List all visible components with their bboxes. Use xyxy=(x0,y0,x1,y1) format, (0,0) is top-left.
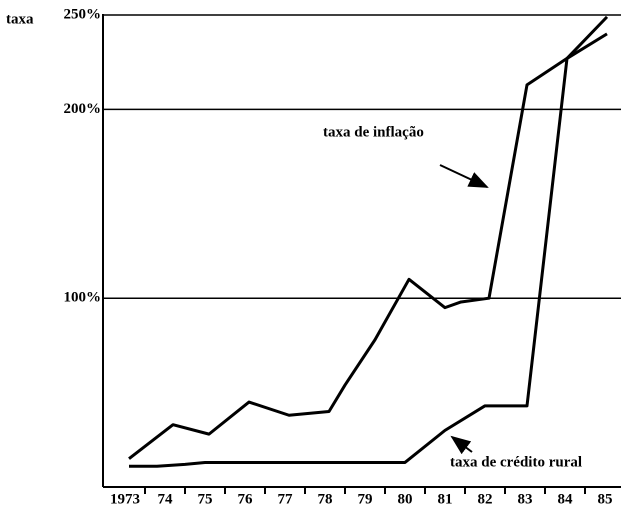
x-tick-label: 82 xyxy=(478,491,493,507)
x-tick-label: 77 xyxy=(278,491,294,507)
line-series xyxy=(128,32,608,460)
x-tick-label: 81 xyxy=(438,491,453,507)
x-tick-label: 80 xyxy=(398,491,413,507)
x-tick-label: 1973 xyxy=(110,491,140,507)
x-tick-label: 75 xyxy=(198,491,213,507)
x-tick-label: 84 xyxy=(558,491,574,507)
arrow xyxy=(450,435,473,455)
x-tick-label: 79 xyxy=(358,491,373,507)
x-tick-label: 85 xyxy=(598,491,613,507)
x-tick-label: 74 xyxy=(158,491,174,507)
annotation: taxa de crédito rural xyxy=(450,454,582,470)
y-tick-label: 100% xyxy=(64,290,102,306)
x-tick-label: 76 xyxy=(238,491,254,507)
arrow xyxy=(439,164,489,188)
y-axis-label: taxa xyxy=(6,11,34,27)
y-tick-label: 200% xyxy=(64,101,102,117)
x-tick-label: 78 xyxy=(318,491,333,507)
line-series xyxy=(129,15,609,468)
annotation: taxa de inflação xyxy=(323,124,424,140)
y-tick-label: 250% xyxy=(64,6,102,22)
x-tick-label: 83 xyxy=(518,491,533,507)
